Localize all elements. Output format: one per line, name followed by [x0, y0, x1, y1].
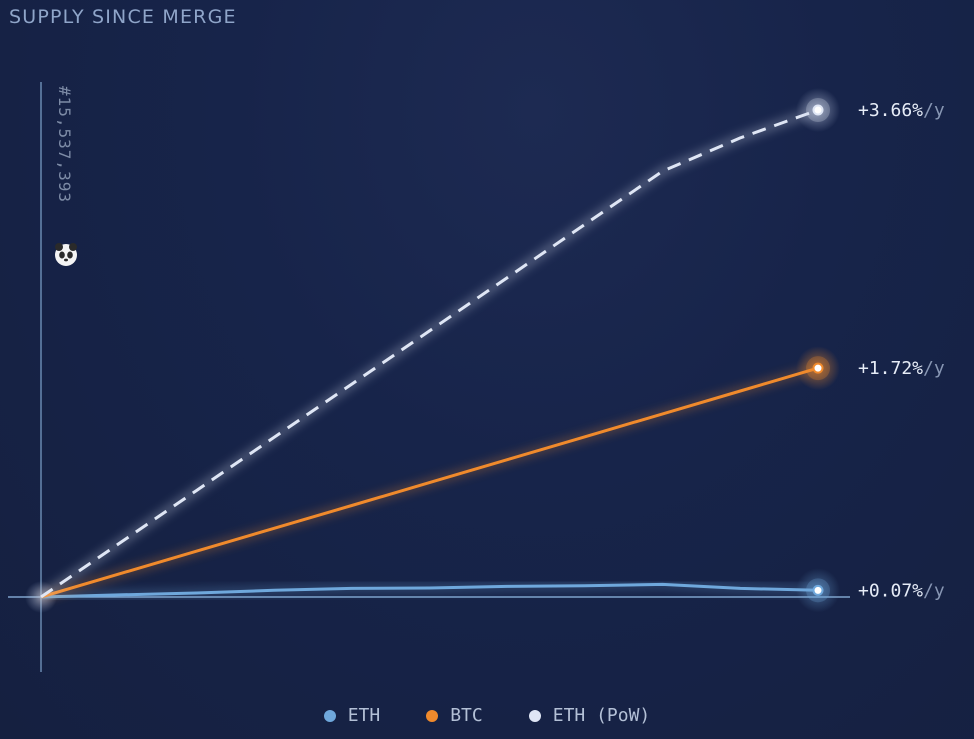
legend-dot-btc — [426, 709, 439, 722]
end-label-eth_pow: +3.66%/y — [858, 100, 945, 121]
legend-dot-eth — [323, 709, 336, 722]
series-line-btc — [40, 366, 819, 599]
endpoint-btc[interactable] — [812, 362, 824, 374]
legend-dot-eth-pow — [528, 709, 541, 722]
chart-legend: ETH BTC ETH (PoW) — [0, 705, 974, 726]
chart-title: SUPPLY SINCE MERGE — [9, 6, 237, 28]
endpoint-eth[interactable] — [812, 584, 824, 596]
legend-label-btc: BTC — [450, 705, 483, 726]
panda-icon — [55, 243, 77, 266]
end-unit-eth: /y — [923, 580, 945, 601]
endpoint-eth_pow[interactable] — [812, 104, 824, 116]
merge-block-label: #15,537,393 — [55, 86, 74, 203]
legend-label-eth-pow: ETH (PoW) — [552, 705, 651, 726]
series-line-eth — [40, 582, 819, 599]
legend-item-eth[interactable]: ETH — [323, 705, 381, 726]
series-glow-eth_pow — [39, 106, 820, 600]
legend-item-btc[interactable]: BTC — [426, 705, 483, 726]
supply-chart: #15,537,393 +0.07%/y+1.72%/y+3.66%/y — [8, 82, 945, 672]
legend-label-eth: ETH — [347, 705, 381, 726]
end-label-btc: +1.72%/y — [858, 358, 945, 379]
end-label-eth: +0.07%/y — [858, 580, 945, 601]
legend-item-eth-pow[interactable]: ETH (PoW) — [528, 705, 651, 726]
end-unit-btc: /y — [923, 358, 945, 379]
end-unit-eth_pow: /y — [923, 100, 945, 121]
end-value-eth_pow: +3.66% — [858, 100, 923, 121]
series-line-eth_pow — [40, 108, 819, 599]
end-value-eth: +0.07% — [858, 580, 923, 601]
end-value-btc: +1.72% — [858, 358, 923, 379]
